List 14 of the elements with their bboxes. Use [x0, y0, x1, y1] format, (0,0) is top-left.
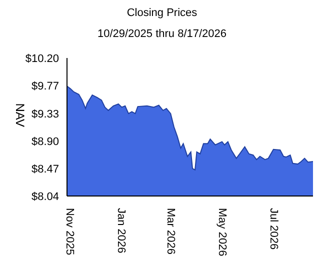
chart-subtitle: 10/29/2025 thru 8/17/2026	[96, 28, 228, 40]
y-tick-label: $8.47	[31, 163, 59, 176]
y-tick-label: $9.77	[31, 80, 59, 92]
y-tick-label: $8.90	[31, 136, 59, 148]
x-tick-label: Jan 2026	[114, 208, 127, 254]
x-tick-label: May 2026	[216, 208, 228, 256]
chart-title: Closing Prices	[126, 7, 198, 19]
y-tick-label: $9.33	[31, 108, 59, 120]
x-tick-label: Mar 2026	[164, 208, 177, 254]
x-tick-label: Nov 2025	[64, 208, 76, 256]
x-tick-label: Jul 2026	[267, 208, 280, 250]
y-tick-label: $8.04	[31, 190, 59, 203]
y-tick-label: $10.20	[25, 52, 59, 65]
y-axis-title: NAV	[12, 103, 27, 127]
